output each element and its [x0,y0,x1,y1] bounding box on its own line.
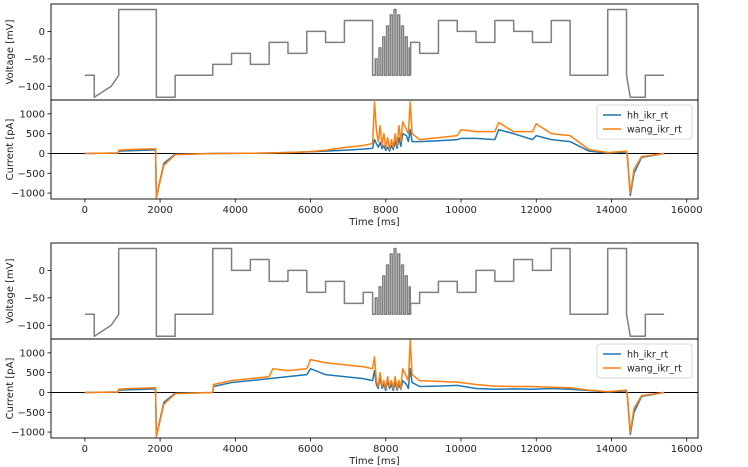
x-tick-label: 14000 [596,444,628,455]
legend: hh_ikr_rt wang_ikr_rt [596,343,693,379]
series-group [84,247,665,338]
y-tick-label: 500 [26,368,45,379]
legend-label-wang_ikr_rt: wang_ikr_rt [627,125,682,136]
legend: hh_ikr_rt wang_ikr_rt [596,104,693,140]
x-axis-label: Time [ms] [348,217,400,228]
series-line-wang_ikr_rt [84,339,665,438]
x-tick-label: 12000 [520,444,552,455]
y-tick-label: −1000 [11,428,45,439]
y-tick-label: −500 [18,169,45,180]
legend-box [596,104,693,140]
y-tick-label: 0 [39,266,45,277]
series-group [84,8,665,99]
y-axis-label: Voltage [mV] [5,19,16,84]
y-tick-label: −50 [24,54,45,65]
x-tick-label: 14000 [596,205,628,216]
x-tick-label: 10000 [445,205,477,216]
x-axis-label: Time [ms] [348,456,400,467]
x-tick-label: 16000 [671,205,703,216]
y-axis-label: Voltage [mV] [5,258,16,323]
x-tick-label: 2000 [147,205,172,216]
y-axis-label: Current [pA] [5,358,16,420]
x-tick-label: 4000 [223,444,248,455]
x-tick-label: 12000 [520,205,552,216]
y-tick-label: −1000 [11,189,45,200]
x-tick-label: 10000 [445,444,477,455]
y-tick-label: 0 [39,149,45,160]
series-line-voltage [84,8,665,99]
x-tick-label: 4000 [223,205,248,216]
x-tick-label: 2000 [147,444,172,455]
y-tick-label: −100 [18,82,45,93]
axes-frame [50,242,699,340]
y-tick-label: 500 [26,129,45,140]
x-tick-label: 16000 [671,444,703,455]
x-tick-label: 8000 [373,444,398,455]
legend-box [596,343,693,379]
x-tick-label: 8000 [373,205,398,216]
legend-label-wang_ikr_rt: wang_ikr_rt [627,364,682,375]
series-line-hh_ikr_rt [84,128,665,198]
x-tick-label: 6000 [298,205,323,216]
axes-frame [50,99,699,200]
y-tick-label: −50 [24,293,45,304]
x-tick-label: 0 [82,444,88,455]
legend-label-hh_ikr_rt: hh_ikr_rt [627,111,668,122]
axes-frame [50,3,699,101]
series-line-wang_ikr_rt [84,101,665,199]
series-group [84,101,665,199]
x-tick-label: 0 [82,205,88,216]
y-tick-label: 1000 [20,348,45,359]
x-tick-label: 6000 [298,444,323,455]
figure-bottom-panel-current: 1000 500 0 −500 −1000 Current [pA] 0 2000 4000 60… [5,338,703,467]
figure-top-panel-current: 1000 500 0 −500 −1000 Current [pA] 0 2000 4000 60… [5,99,703,228]
y-tick-label: −500 [18,408,45,419]
y-axis-label: Current [pA] [5,119,16,181]
series-line-hh_ikr_rt [84,367,665,437]
y-tick-label: 1000 [20,109,45,120]
y-tick-label: 0 [39,388,45,399]
series-line-voltage [84,247,665,338]
y-tick-label: −100 [18,321,45,332]
legend-label-hh_ikr_rt: hh_ikr_rt [627,350,668,361]
series-group [84,339,665,438]
axes-frame [50,338,699,439]
y-tick-label: 0 [39,27,45,38]
